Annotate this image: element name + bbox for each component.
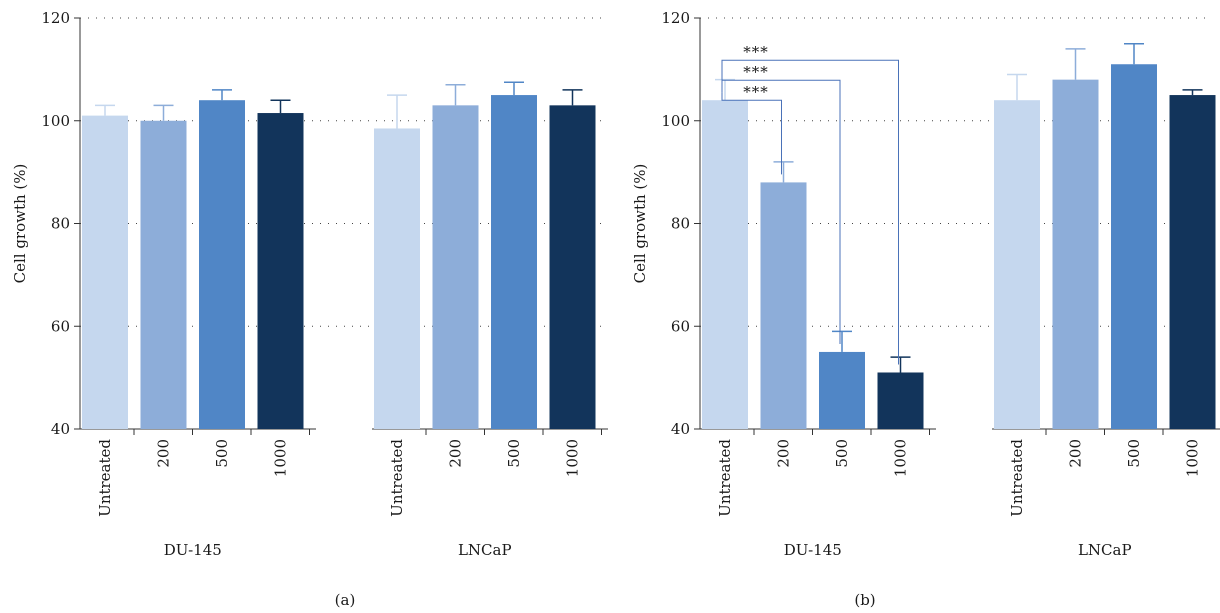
- bar: [994, 100, 1040, 429]
- bar: [491, 95, 537, 429]
- y-tick-label: 120: [41, 9, 70, 27]
- x-tick-label: 200: [447, 439, 465, 468]
- bar: [877, 372, 924, 429]
- y-tick-label: 60: [671, 317, 690, 335]
- group-label: LNCaP: [458, 541, 512, 559]
- x-tick-label: 500: [505, 439, 523, 468]
- significance-label: ***: [743, 83, 769, 101]
- bar: [199, 100, 245, 429]
- y-axis-title: Cell growth (%): [11, 164, 29, 284]
- y-tick-label: 40: [51, 420, 70, 438]
- y-tick-label: 100: [41, 112, 70, 130]
- bar: [82, 115, 128, 430]
- bar: [819, 351, 865, 429]
- bar: [1052, 79, 1099, 430]
- x-tick-label: Untreated: [388, 439, 406, 517]
- y-tick-label: 60: [51, 317, 70, 335]
- group-label: DU-145: [784, 541, 842, 559]
- y-tick-label: 40: [671, 420, 690, 438]
- chart-panel-b: 40 60 80 100 120 Cell growth (%) Untreated 200 5…: [631, 9, 1220, 609]
- x-tick-label: 1000: [564, 439, 582, 477]
- bar: [432, 105, 479, 430]
- significance-bracket: [721, 59, 899, 365]
- significance-label: ***: [743, 63, 769, 81]
- significance-bracket: [721, 79, 841, 344]
- panel-label: (a): [335, 591, 356, 609]
- group-label: DU-145: [164, 541, 222, 559]
- chart-panel-a: 40 60 80 100 120 Cell growth (%) Untreated 200 5…: [11, 9, 608, 609]
- significance-bracket: [721, 92, 782, 175]
- bar: [140, 120, 187, 429]
- panel-label: (b): [854, 591, 875, 609]
- x-tick-label: 500: [833, 439, 851, 468]
- x-tick-label: 200: [775, 439, 793, 468]
- x-tick-label: 1000: [272, 439, 290, 477]
- bar: [702, 100, 748, 429]
- y-tick-label: 100: [661, 112, 690, 130]
- bar: [1111, 64, 1157, 430]
- y-tick-label: 120: [661, 9, 690, 27]
- bar: [1169, 95, 1216, 429]
- y-tick-label: 80: [51, 215, 70, 233]
- y-axis-title: Cell growth (%): [631, 164, 649, 284]
- bar: [549, 105, 596, 430]
- x-tick-label: 1000: [892, 439, 910, 477]
- x-tick-label: Untreated: [96, 439, 114, 517]
- x-tick-label: Untreated: [1008, 439, 1026, 517]
- x-tick-label: 1000: [1184, 439, 1202, 477]
- x-tick-label: 200: [155, 439, 173, 468]
- x-tick-label: 500: [1125, 439, 1143, 468]
- y-tick-label: 80: [671, 215, 690, 233]
- significance-label: ***: [743, 43, 769, 61]
- bar: [374, 128, 420, 430]
- bar: [760, 182, 807, 429]
- bar: [257, 113, 304, 429]
- x-tick-label: 500: [213, 439, 231, 468]
- group-label: LNCaP: [1078, 541, 1132, 559]
- x-tick-label: 200: [1067, 439, 1085, 468]
- x-tick-label: Untreated: [716, 439, 734, 517]
